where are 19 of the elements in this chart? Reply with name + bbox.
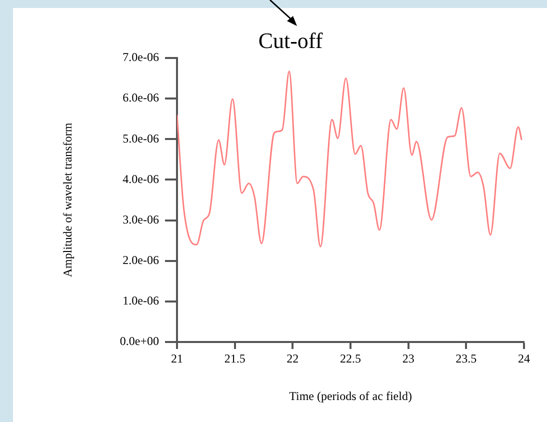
y-tick-label: 6.0e-06 [122,90,159,105]
y-tick-label: 3.0e-06 [122,212,159,226]
y-tick-label: 0.0e+00 [120,334,159,348]
text: Cut-off [258,28,324,53]
y-tick-label: 5.0e-06 [122,131,159,146]
y-tick-label: 1.0e-06 [122,294,159,308]
x-tick-label: 23 [402,351,414,366]
x-axis-title: Time (periods of ac field) [289,388,412,403]
y-tick-label: 4.0e-06 [122,172,159,186]
x-tick-label: 24 [518,351,530,366]
y-axis-title: Amplitude of wavelet transform [60,122,74,278]
y-tick-label: 2.0e-06 [122,253,159,268]
x-tick-label: 23.5 [456,351,477,366]
x-tick-label: 22 [286,351,299,366]
x-tick-label: 22.5 [340,351,361,366]
y-tick-label: 7.0e-06 [122,50,159,64]
line-series [177,70,522,248]
x-tick-label: 21.5 [224,351,246,366]
x-tick-label: 21 [171,351,183,366]
